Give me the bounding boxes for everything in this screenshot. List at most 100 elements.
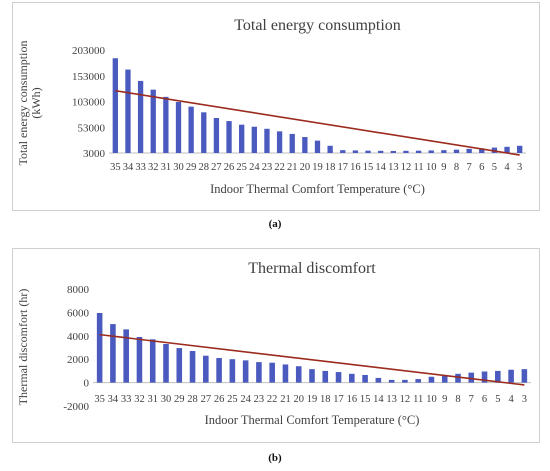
x-tick-label: 12 xyxy=(401,162,412,173)
x-tick-label: 31 xyxy=(147,394,158,405)
y-axis-title: (kWh) xyxy=(29,87,43,118)
bar xyxy=(226,121,232,153)
bar xyxy=(388,379,395,383)
bar xyxy=(176,348,183,383)
x-tick-label: 5 xyxy=(492,162,497,173)
x-tick-label: 3 xyxy=(522,394,527,405)
x-tick-label: 19 xyxy=(307,394,318,405)
x-tick-label: 15 xyxy=(363,162,374,173)
x-tick-label: 26 xyxy=(214,394,225,405)
bar xyxy=(504,146,510,153)
x-tick-label: 17 xyxy=(338,162,349,173)
x-tick-label: 33 xyxy=(121,394,132,405)
bar xyxy=(264,128,270,153)
x-tick-label: 13 xyxy=(388,162,399,173)
bar xyxy=(137,80,144,153)
bar xyxy=(201,112,207,153)
bar xyxy=(136,336,143,383)
x-tick-label: 15 xyxy=(360,394,371,405)
x-tick-label: 9 xyxy=(441,162,446,173)
x-tick-label: 9 xyxy=(442,394,447,405)
bar xyxy=(481,371,488,383)
bar xyxy=(402,379,408,383)
bar xyxy=(163,343,169,383)
x-tick-label: 16 xyxy=(350,162,361,173)
y-tick-label: 203000 xyxy=(72,45,106,57)
x-tick-label: 13 xyxy=(386,394,397,405)
bar xyxy=(517,145,523,153)
x-tick-label: 34 xyxy=(123,162,134,173)
bar xyxy=(295,366,302,383)
x-tick-label: 30 xyxy=(173,162,184,173)
bar xyxy=(163,96,169,153)
chart-title: Thermal discomfort xyxy=(248,260,376,277)
x-tick-label: 12 xyxy=(400,394,411,405)
x-tick-label: 7 xyxy=(469,394,474,405)
bar xyxy=(322,370,329,383)
bar xyxy=(466,148,472,153)
bar xyxy=(302,137,308,153)
x-tick-label: 20 xyxy=(300,162,311,173)
y-tick-label: 153000 xyxy=(72,71,106,83)
y-tick-label: 4000 xyxy=(67,331,90,343)
x-tick-label: 21 xyxy=(287,162,298,173)
x-axis-title: Indoor Thermal Comfort Temperature (°C) xyxy=(210,182,425,196)
bar xyxy=(239,124,245,153)
bar xyxy=(289,133,295,153)
x-tick-label: 10 xyxy=(426,162,437,173)
trend-line xyxy=(115,89,520,156)
bar xyxy=(251,126,257,153)
bar xyxy=(203,355,209,383)
x-tick-label: 33 xyxy=(135,162,146,173)
y-axis-title: Total energy consumption xyxy=(16,41,30,166)
bar xyxy=(428,376,435,383)
y-tick-label: 2000 xyxy=(67,354,90,366)
bar xyxy=(327,145,333,153)
bar xyxy=(112,58,118,153)
x-tick-label: 21 xyxy=(280,394,291,405)
bar xyxy=(125,69,131,153)
x-tick-label: 23 xyxy=(262,162,273,173)
x-tick-label: 29 xyxy=(186,162,197,173)
x-tick-label: 24 xyxy=(249,162,260,173)
x-tick-label: 35 xyxy=(94,394,105,405)
bar xyxy=(390,150,396,153)
bar xyxy=(213,117,220,153)
bar xyxy=(415,379,421,383)
bar xyxy=(340,150,346,153)
x-tick-label: 31 xyxy=(161,162,172,173)
x-tick-label: 32 xyxy=(134,394,145,405)
x-tick-label: 25 xyxy=(236,162,247,173)
x-tick-label: 3 xyxy=(517,162,522,173)
bar xyxy=(314,140,321,153)
bar xyxy=(242,360,249,383)
trend-line xyxy=(99,333,525,386)
bar xyxy=(415,150,422,153)
bar xyxy=(441,150,447,153)
bar xyxy=(403,150,409,153)
x-tick-label: 7 xyxy=(467,162,472,173)
bar xyxy=(375,377,382,383)
x-tick-label: 6 xyxy=(479,162,484,173)
x-tick-label: 22 xyxy=(274,162,285,173)
x-tick-label: 16 xyxy=(347,394,358,405)
bar xyxy=(149,339,156,383)
subfigure-label-b: (b) xyxy=(268,452,282,464)
y-tick-label: 8000 xyxy=(67,284,90,296)
x-axis-title: Indoor Thermal Comfort Temperature (°C) xyxy=(205,413,420,427)
x-tick-label: 34 xyxy=(108,394,119,405)
bar xyxy=(189,351,196,383)
x-tick-label: 6 xyxy=(482,394,487,405)
x-tick-label: 8 xyxy=(455,394,460,405)
x-tick-label: 28 xyxy=(187,394,198,405)
bar xyxy=(441,375,448,383)
bar xyxy=(269,362,275,383)
x-tick-label: 19 xyxy=(312,162,323,173)
bar xyxy=(468,372,475,383)
bar xyxy=(455,373,461,383)
bar xyxy=(96,312,103,383)
x-tick-label: 18 xyxy=(320,394,331,405)
bar xyxy=(150,89,156,153)
chart-panel-a: Total energy consumption 203000 153000 10 30… xyxy=(12,2,540,211)
bar xyxy=(428,150,434,153)
